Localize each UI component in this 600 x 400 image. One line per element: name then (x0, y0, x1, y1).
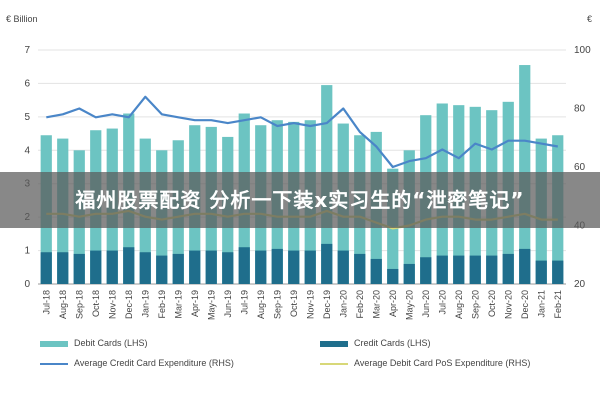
bar-credit-cards (255, 250, 267, 284)
overlay-banner-text: 福州股票配资 分析一下装x实习生的“泄密笔记” (75, 188, 525, 212)
bar-credit-cards (337, 250, 349, 284)
x-tick-label: Dec-20 (520, 290, 530, 319)
y-right-tick-label: 100 (574, 45, 591, 56)
bar-credit-cards (90, 250, 102, 284)
bar-credit-cards (222, 252, 234, 284)
x-tick-label: Oct-19 (289, 290, 299, 317)
bar-credit-cards (73, 253, 85, 284)
bar-credit-cards (321, 243, 333, 284)
bar-credit-cards (387, 268, 399, 284)
bar-credit-cards (205, 250, 217, 284)
y-left-tick-label: 0 (24, 279, 30, 290)
x-tick-label: Jun-19 (223, 290, 233, 318)
bar-credit-cards (486, 255, 498, 284)
bar-credit-cards (519, 248, 531, 284)
x-tick-label: Dec-18 (124, 290, 134, 319)
x-tick-label: Nov-20 (503, 290, 513, 319)
x-tick-label: Jul-18 (41, 290, 51, 315)
x-tick-label: Sep-18 (74, 290, 84, 319)
legend-label-avg-credit-expenditure: Average Credit Card Expenditure (RHS) (74, 358, 234, 368)
legend-label-avg-debit-pos-expenditure: Average Debit Card PoS Expenditure (RHS) (354, 358, 531, 368)
bar-credit-cards (304, 250, 316, 284)
y-left-tick-label: 1 (24, 246, 30, 257)
legend-swatch-debit-cards (40, 341, 68, 347)
bar-credit-cards (288, 250, 300, 284)
bar-credit-cards (40, 252, 52, 284)
bar-credit-cards (469, 255, 481, 284)
bar-credit-cards (354, 253, 366, 284)
x-tick-label: Nov-18 (107, 290, 117, 319)
y-left-tick-label: 7 (24, 45, 30, 56)
x-tick-label: Feb-20 (355, 290, 365, 319)
x-tick-label: Dec-19 (322, 290, 332, 319)
x-tick-label: May-19 (206, 290, 216, 320)
bar-credit-cards (238, 247, 250, 284)
legend-line-avg-debit-pos-expenditure (320, 363, 348, 365)
bar-credit-cards (189, 250, 201, 284)
bar-credit-cards (139, 252, 151, 284)
y-left-tick-label: 6 (24, 78, 30, 89)
x-tick-label: Sep-20 (470, 290, 480, 319)
bar-credit-cards (453, 255, 465, 284)
x-tick-label: Aug-18 (58, 290, 68, 319)
legend-line-avg-credit-expenditure (40, 363, 68, 365)
x-tick-label: Oct-20 (487, 290, 497, 317)
x-tick-label: Apr-20 (388, 290, 398, 317)
x-tick-label: Oct-18 (91, 290, 101, 317)
bar-credit-cards (552, 260, 564, 284)
legend-label-debit-cards: Debit Cards (LHS) (74, 338, 148, 348)
y-right-tick-label: 60 (574, 162, 586, 173)
y-right-tick-label: 80 (574, 104, 586, 115)
x-tick-label: Feb-19 (157, 290, 167, 319)
x-tick-label: Jan-20 (338, 290, 348, 318)
x-tick-label: Jan-19 (140, 290, 150, 318)
x-tick-label: Mar-19 (173, 290, 183, 319)
x-tick-label: Aug-20 (454, 290, 464, 319)
bar-credit-cards (403, 263, 415, 284)
x-tick-label: Jul-20 (437, 290, 447, 315)
y-left-tick-label: 5 (24, 112, 30, 123)
overlay-banner: 福州股票配资 分析一下装x实习生的“泄密笔记” (0, 172, 600, 228)
x-tick-label: Apr-19 (190, 290, 200, 317)
bar-credit-cards (271, 248, 283, 284)
bar-credit-cards (156, 255, 168, 284)
y-left-tick-label: 4 (24, 145, 30, 156)
bar-credit-cards (106, 250, 118, 284)
x-tick-label: Aug-19 (256, 290, 266, 319)
x-tick-label: Mar-20 (371, 290, 381, 319)
legend-label-credit-cards: Credit Cards (LHS) (354, 338, 431, 348)
y-right-tick-label: 20 (574, 279, 586, 290)
left-axis-unit: € Billion (6, 14, 38, 24)
bar-credit-cards (420, 257, 432, 284)
bar-credit-cards (123, 247, 135, 284)
x-tick-label: Jun-20 (421, 290, 431, 318)
bar-credit-cards (57, 252, 69, 284)
x-tick-label: May-20 (404, 290, 414, 320)
x-tick-label: Jan-21 (536, 290, 546, 318)
x-tick-label: Nov-19 (305, 290, 315, 319)
right-axis-unit: € (586, 14, 592, 24)
bar-credit-cards (436, 255, 448, 284)
line-avg-credit-expenditure (46, 95, 558, 169)
x-tick-label: Feb-21 (553, 290, 563, 319)
x-tick-label: Sep-19 (272, 290, 282, 319)
bar-credit-cards (535, 260, 547, 284)
bar-credit-cards (370, 258, 382, 284)
bar-credit-cards (172, 253, 184, 284)
x-tick-label: Jul-19 (239, 290, 249, 315)
bar-credit-cards (502, 253, 514, 284)
legend-swatch-credit-cards (320, 341, 348, 347)
chart-legend: Debit Cards (LHS) Credit Cards (LHS) Ave… (0, 330, 600, 400)
